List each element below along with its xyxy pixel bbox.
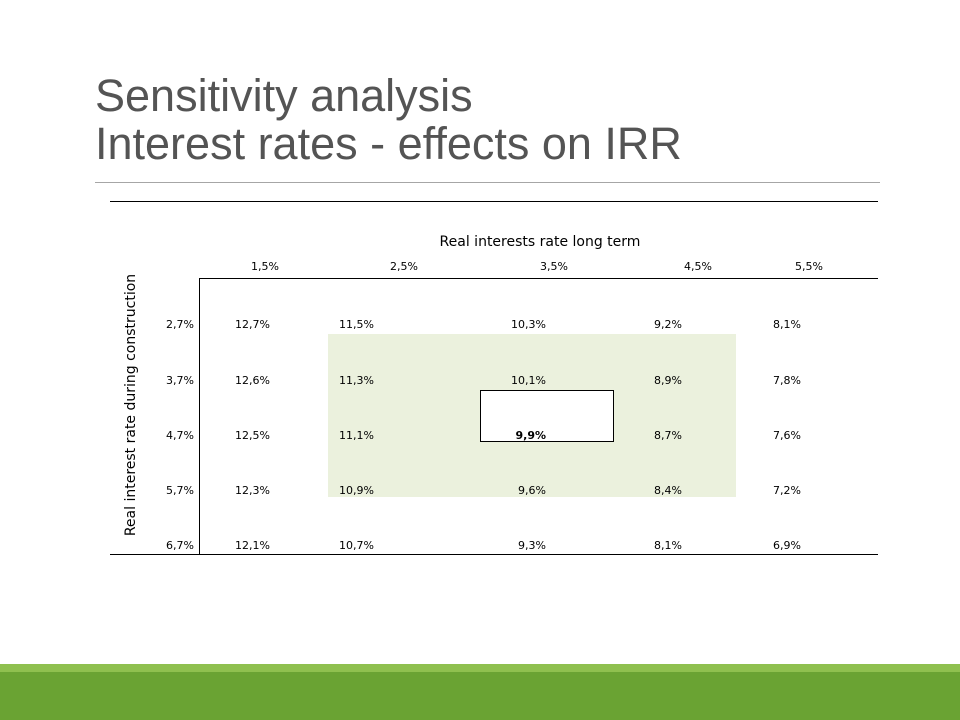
footer-accent-stripe (0, 664, 960, 672)
col-header-1: 1,5% (251, 260, 279, 273)
table-cell: 10,9% (339, 484, 374, 497)
table-cell: 12,5% (235, 429, 270, 442)
column-axis-title: Real interests rate long term (439, 234, 641, 250)
header-border (200, 278, 878, 279)
col-header-4: 4,5% (684, 260, 712, 273)
slide-title: Sensitivity analysis Interest rates - ef… (95, 72, 895, 168)
table-cell: 11,3% (339, 374, 374, 387)
table-cell: 11,5% (339, 318, 374, 331)
table-cell: 10,7% (339, 539, 374, 552)
col-header-2: 2,5% (390, 260, 418, 273)
row-header-2: 3,7% (166, 374, 194, 387)
slide-title-line-2: Interest rates - effects on IRR (95, 118, 682, 169)
table-cell: 8,4% (654, 484, 682, 497)
table-cell: 8,1% (654, 539, 682, 552)
base-case-cell: 9,9% (515, 429, 546, 442)
table-cell: 12,3% (235, 484, 270, 497)
table-cell: 7,6% (773, 429, 801, 442)
row-header-border (199, 278, 200, 554)
col-header-5: 5,5% (795, 260, 823, 273)
table-cell: 8,1% (773, 318, 801, 331)
table-cell: 6,9% (773, 539, 801, 552)
col-header-3: 3,5% (540, 260, 568, 273)
table-cell: 12,1% (235, 539, 270, 552)
table-cell: 9,2% (654, 318, 682, 331)
table-top-border (110, 201, 878, 202)
base-case-box (480, 390, 614, 442)
table-cell: 10,3% (511, 318, 546, 331)
table-cell: 7,2% (773, 484, 801, 497)
table-cell: 12,7% (235, 318, 270, 331)
table-cell: 9,6% (518, 484, 546, 497)
table-cell: 12,6% (235, 374, 270, 387)
table-bottom-border (110, 554, 878, 555)
table-cell: 8,7% (654, 429, 682, 442)
table-cell: 8,9% (654, 374, 682, 387)
row-header-5: 6,7% (166, 539, 194, 552)
slide-title-line-1: Sensitivity analysis (95, 70, 473, 121)
table-cell: 7,8% (773, 374, 801, 387)
table-cell: 11,1% (339, 429, 374, 442)
row-header-3: 4,7% (166, 429, 194, 442)
table-cell: 10,1% (511, 374, 546, 387)
footer-band (0, 672, 960, 720)
table-cell: 9,3% (518, 539, 546, 552)
row-header-1: 2,7% (166, 318, 194, 331)
row-header-4: 5,7% (166, 484, 194, 497)
title-divider (95, 182, 880, 183)
